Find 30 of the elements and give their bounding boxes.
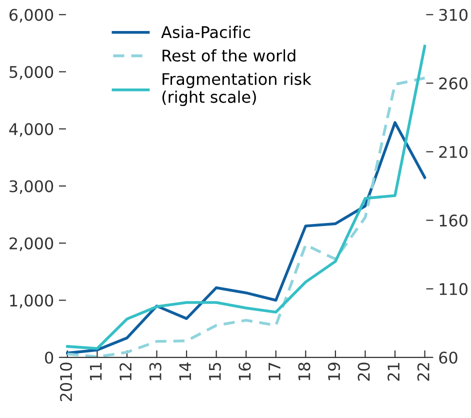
y-tick-label: 6,000 — [10, 8, 54, 23]
y2-tick-label: 110 — [440, 283, 468, 296]
x-tick-label: 20 — [358, 362, 370, 381]
y-tick-label: 1,000 — [10, 294, 54, 308]
y-tick-label: 4,000 — [9, 123, 54, 137]
x-tick-label: 15 — [209, 362, 221, 380]
y-tick-label: 5,000 — [10, 66, 54, 80]
legend-label: Rest of the world — [162, 49, 296, 62]
x-tick-label: 14 — [179, 362, 191, 380]
x-tick-label: 21 — [388, 363, 400, 381]
x-tick-label: 16 — [238, 362, 251, 380]
line-series — [66, 121, 426, 354]
x-tick-label: 22 — [417, 363, 430, 381]
x-tick-label: 19 — [328, 362, 340, 380]
x-tick-label: 2010 — [60, 362, 72, 402]
legend-label: Fragmentation risk (right scale) — [162, 72, 312, 106]
y-tick-label: 0 — [45, 352, 54, 364]
legend-label: Asia-Pacific — [161, 26, 250, 38]
x-tick-label: 11 — [90, 363, 102, 380]
y2-tick-label: 60 — [439, 352, 458, 364]
y2-tick-label: 160 — [440, 214, 468, 227]
y-tick-label: 2,000 — [10, 237, 54, 252]
x-tick-label: 13 — [149, 362, 162, 380]
x-tick-label: 18 — [298, 362, 310, 380]
y2-tick-label: 260 — [439, 77, 468, 90]
y2-tick-label: 310 — [439, 8, 468, 21]
y2-tick-label: 210 — [439, 146, 468, 158]
y-tick-label: 3,000 — [10, 180, 54, 194]
x-tick-label: 17 — [268, 362, 280, 380]
x-tick-label: 12 — [120, 363, 132, 380]
